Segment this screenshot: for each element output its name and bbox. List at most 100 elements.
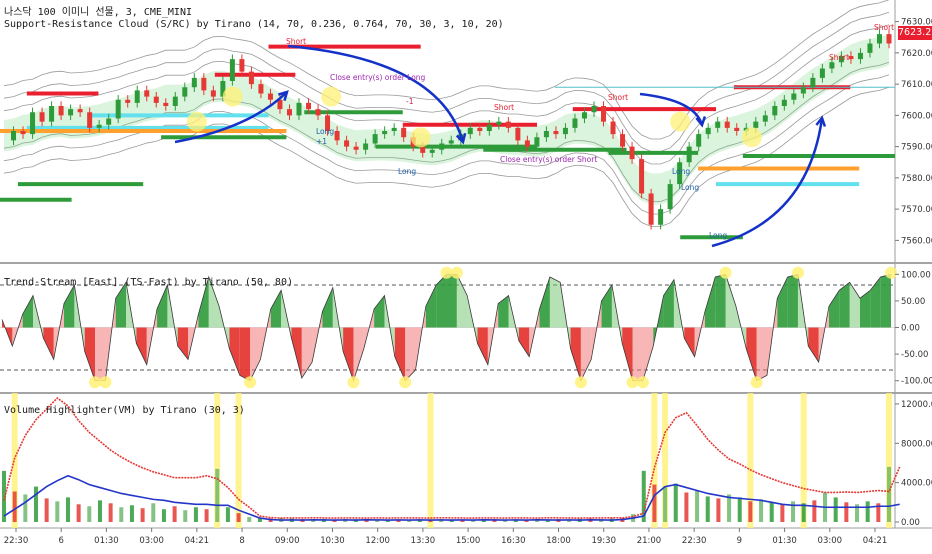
y-tick-label: 7580.00 (901, 174, 932, 184)
candle-body (420, 146, 426, 153)
y-tick-label: 7610.00 (901, 80, 932, 90)
trade-annotation-label: Long (398, 167, 416, 176)
candle-body (429, 149, 435, 153)
volume-spike-highlight (662, 393, 669, 528)
volume-highlighter-label[interactable]: Volume Highlighter(VM) by Tirano (30, 3) (4, 405, 245, 416)
volume-bar (23, 494, 28, 522)
extreme-highlight (885, 266, 897, 279)
trend-stream-area (828, 290, 840, 328)
trend-stream-area (725, 274, 736, 328)
trend-stream-area (425, 284, 437, 328)
y-tick-label: 7590.00 (901, 143, 932, 153)
x-tick-label: 01:30 (94, 536, 119, 546)
volume-bar (695, 490, 700, 522)
y-tick-label: 0.00 (901, 518, 920, 528)
candle-body (696, 134, 702, 147)
extreme-highlight (440, 266, 453, 279)
x-tick-label: 19:30 (591, 536, 616, 546)
volume-bar (140, 508, 145, 522)
candle-body (49, 106, 55, 122)
extreme-highlight (750, 376, 763, 389)
y-tick-label: 0.00 (901, 324, 920, 334)
highlight-circle (186, 111, 207, 132)
x-tick-label: 10:30 (320, 536, 345, 546)
volume-bar (33, 486, 38, 522)
volume-bar (513, 519, 518, 522)
extreme-highlight (399, 376, 412, 389)
candle-body (734, 127, 740, 131)
trend-stream-area (787, 274, 798, 328)
trend-stream-area (270, 290, 282, 328)
candle-body (163, 102, 169, 106)
trade-annotation-label: Short (286, 37, 306, 46)
candle-body (11, 131, 17, 141)
highlight-circle (670, 111, 691, 132)
volume-threshold-line (3, 396, 901, 519)
y-tick-label: 4000.00 (901, 479, 932, 489)
candle-body (344, 140, 350, 147)
trend-stream-area (291, 327, 302, 379)
candle-body (315, 109, 321, 116)
candle-body (876, 34, 882, 44)
candle-body (591, 106, 597, 113)
trade-annotation-label: Short (608, 93, 628, 102)
trend-stream-area (208, 276, 220, 328)
candle-body (296, 102, 302, 116)
highlight-circle (222, 86, 243, 107)
trend-stream-area (446, 274, 457, 328)
candle-body (401, 127, 407, 138)
volume-bar (887, 466, 891, 522)
volume-bar (748, 501, 753, 522)
trend-stream-area (64, 284, 75, 328)
candle-body (363, 143, 369, 150)
y-tick-label: 7560.00 (901, 236, 932, 246)
x-tick-label: 15:00 (456, 536, 481, 546)
candle-body (496, 121, 502, 125)
cloud-upper-band (3, 0, 890, 140)
volume-bar (812, 500, 817, 522)
volume-bar (97, 500, 102, 522)
sr-cloud-indicator-label[interactable]: Support-Resistance Cloud (S/RC) by Tiran… (4, 19, 504, 30)
volume-bar (55, 501, 60, 522)
trend-stream-area (808, 327, 819, 363)
trade-annotation-label: -1 (406, 97, 414, 106)
trend-stream-area (456, 274, 468, 328)
candle-body (58, 106, 64, 116)
candle-body (172, 96, 178, 106)
volume-bar (215, 468, 220, 522)
y-tick-label: 100.00 (901, 270, 931, 280)
y-tick-label: -50.00 (901, 350, 928, 360)
candle-body (39, 112, 45, 122)
symbol-title: 나스닥 100 이미니 선물, 3, CME_MINI (4, 7, 192, 18)
trend-stream-area (136, 327, 147, 365)
volume-bar (769, 502, 774, 522)
candle-body (439, 143, 445, 150)
volume-bar (87, 506, 92, 522)
trend-stream-area (849, 282, 860, 328)
volume-bar (65, 497, 70, 522)
candle-body (210, 90, 216, 97)
trend-stream-area (539, 276, 550, 328)
extreme-highlight (244, 376, 257, 389)
candle-body (68, 109, 74, 116)
trend-stream-area (43, 327, 54, 360)
x-tick-label: 04:21 (185, 536, 210, 546)
volume-bar (460, 519, 465, 522)
trend-stream-area (353, 327, 364, 381)
extreme-highlight (719, 266, 732, 279)
candle-body (306, 102, 312, 110)
y-tick-label: 8000.00 (901, 439, 932, 449)
blue-arrow-2 (287, 44, 465, 143)
trade-annotation-label: Short (874, 23, 894, 32)
trend-stream-area (632, 327, 643, 381)
volume-bar (151, 503, 156, 522)
trend-stream-area (715, 274, 726, 328)
extreme-highlight (636, 376, 649, 389)
candle-body (191, 77, 197, 88)
candle-body (258, 84, 264, 94)
volume-bar (759, 499, 764, 522)
volume-bar (172, 506, 177, 522)
trend-stream-indicator-label[interactable]: Trend-Stream [Fast] (TS-Fast) by Tirano … (4, 277, 293, 288)
